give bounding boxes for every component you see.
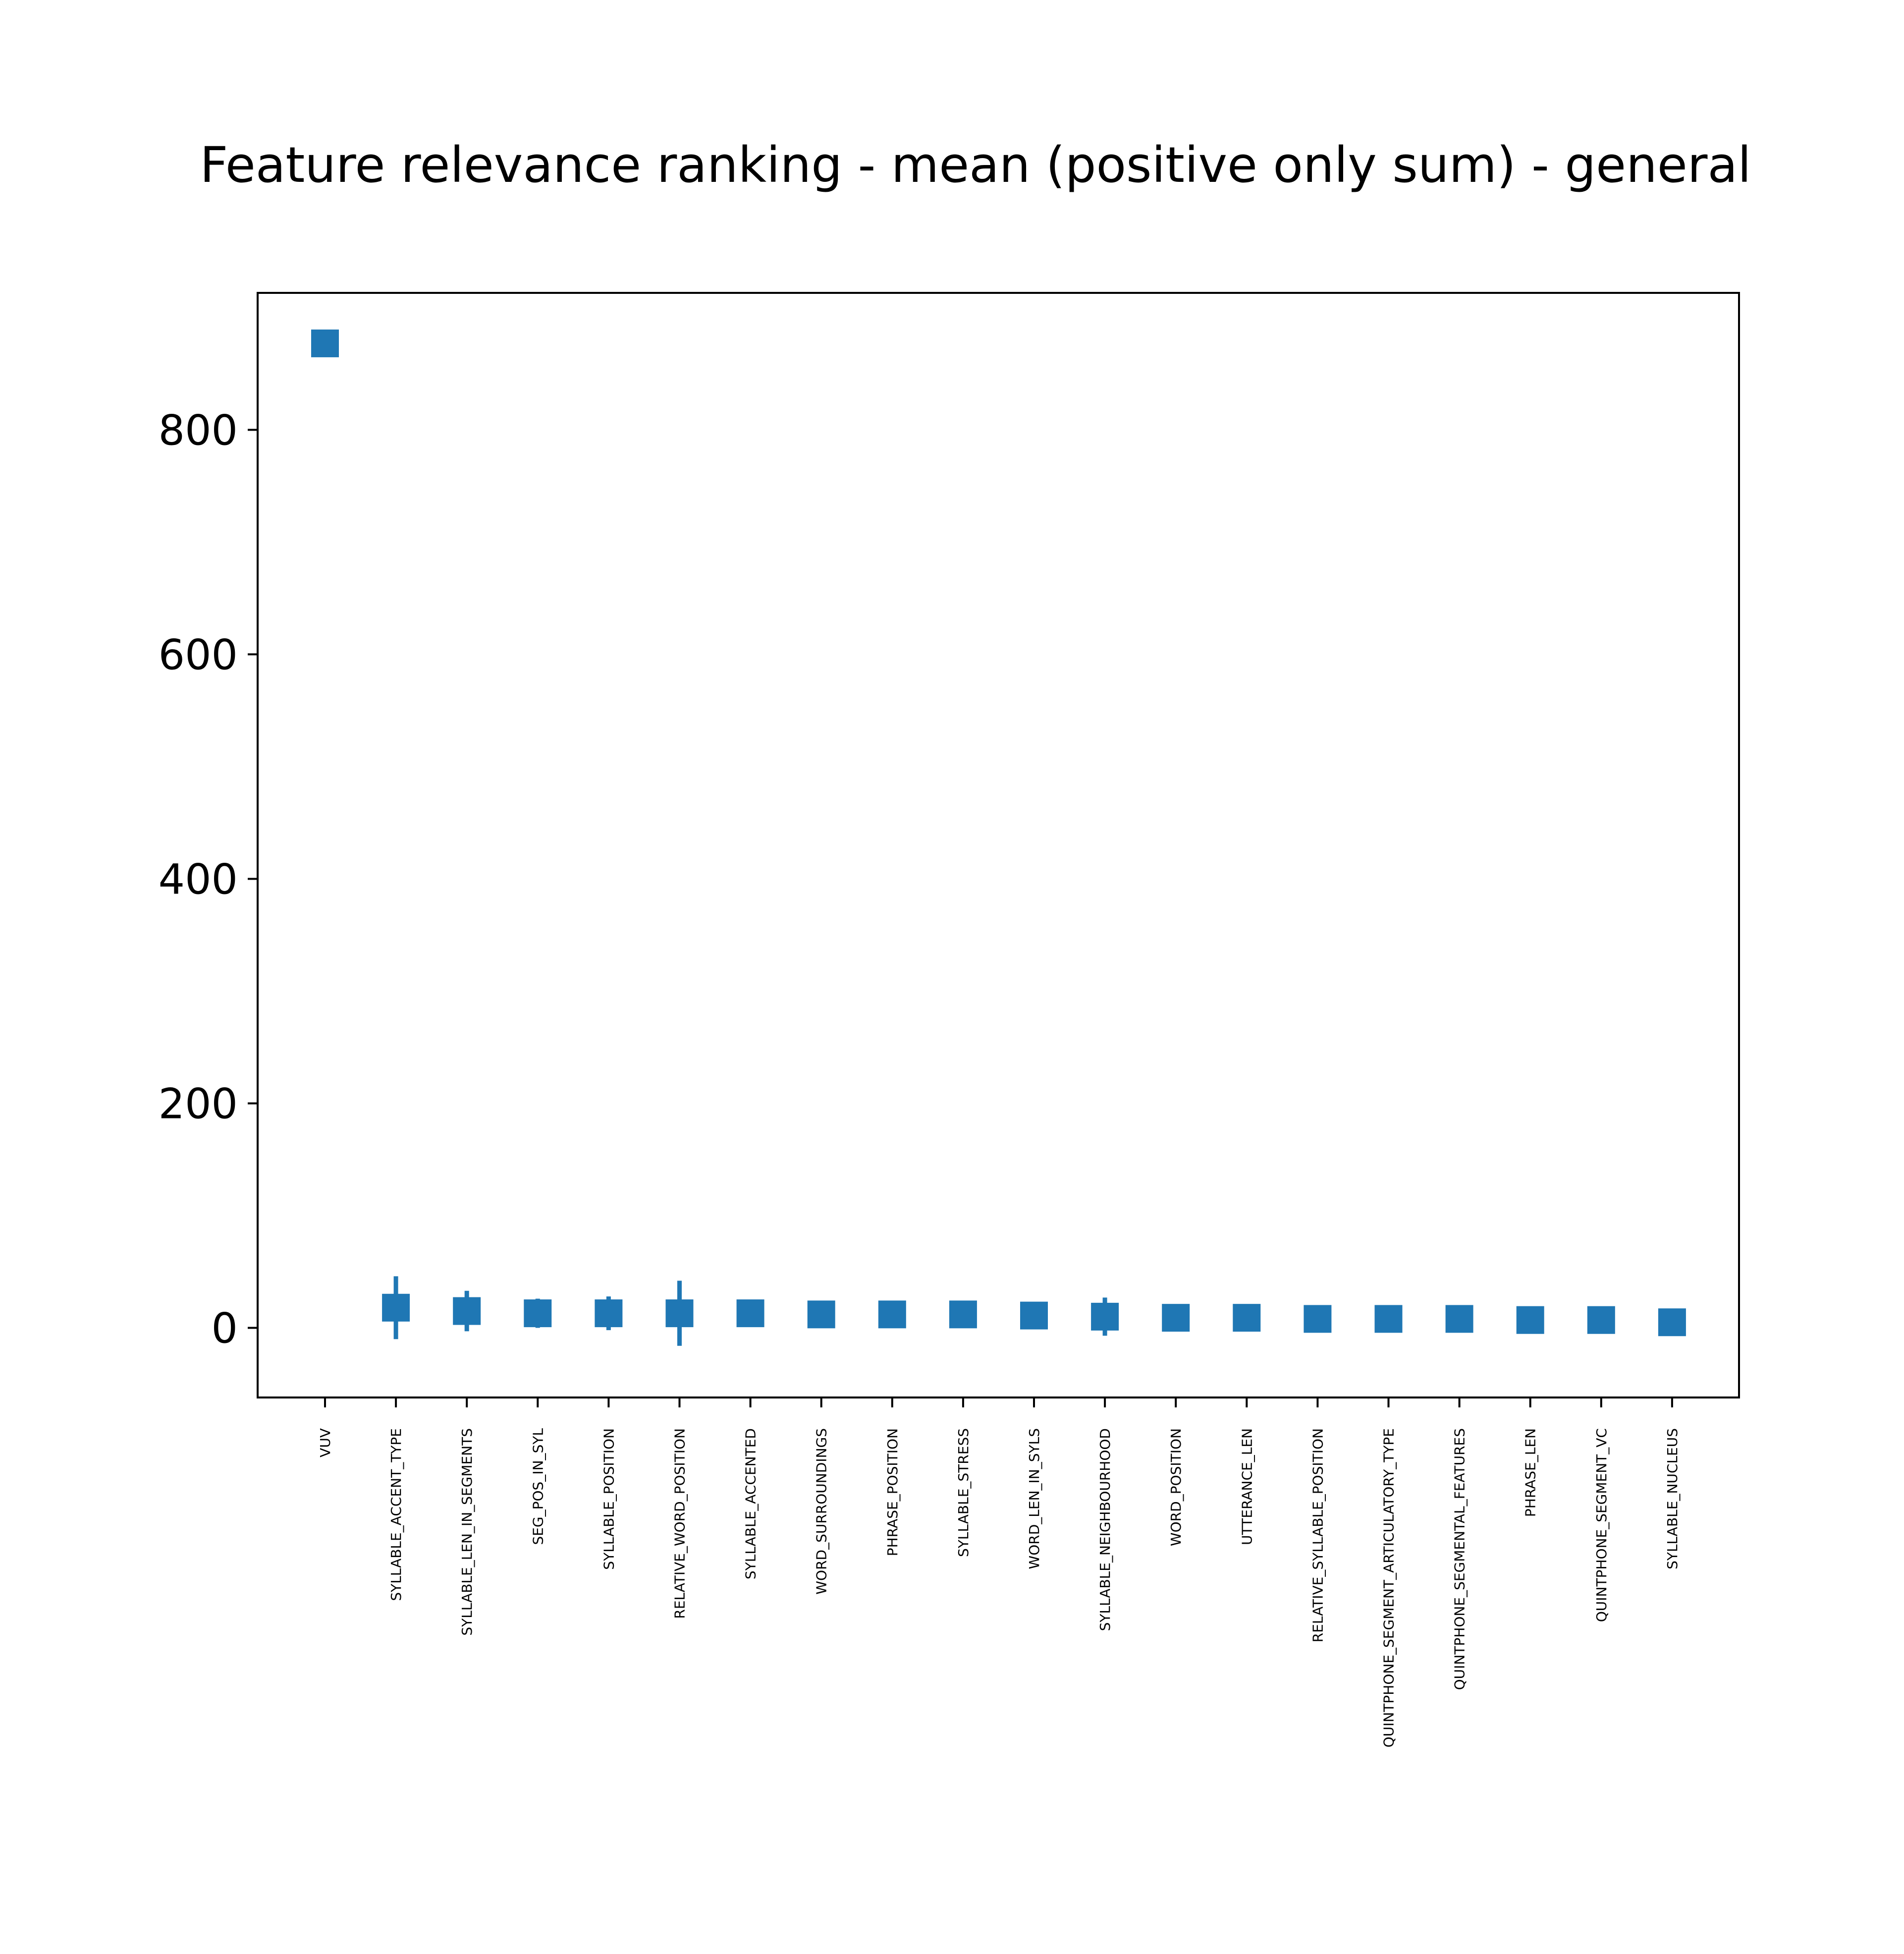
data-point — [524, 1299, 552, 1328]
xtick-label: WORD_SURROUNDINGS — [814, 1428, 830, 1595]
ytick-label: 400 — [159, 855, 238, 903]
xtick-label: SYLLABLE_ACCENT_TYPE — [388, 1428, 404, 1601]
data-point — [1233, 1304, 1261, 1332]
xtick-label: QUINTPHONE_SEGMENT_ARTICULATORY_TYPE — [1381, 1428, 1397, 1747]
xtick-label: SEG_POS_IN_SYL — [530, 1428, 546, 1545]
xtick-label: RELATIVE_SYLLABLE_POSITION — [1309, 1428, 1326, 1642]
data-point — [1658, 1308, 1686, 1337]
xtick-label: UTTERANCE_LEN — [1239, 1428, 1255, 1545]
xtick-label: PHRASE_LEN — [1523, 1428, 1539, 1517]
data-point — [1374, 1305, 1403, 1333]
xtick-label: SYLLABLE_POSITION — [600, 1428, 617, 1570]
data-point — [1020, 1301, 1048, 1330]
chart-title: Feature relevance ranking - mean (positi… — [200, 137, 1751, 194]
plot-area: 0 200 400 600 800 VUV SYLLABLE_ACCENT_TYPE SYLL… — [159, 292, 1740, 1747]
data-point — [1162, 1304, 1190, 1332]
xtick-label: PHRASE_POSITION — [884, 1428, 901, 1556]
ytick-label: 200 — [159, 1080, 238, 1128]
xtick-label: WORD_POSITION — [1168, 1428, 1184, 1546]
xtick-label: VUV — [317, 1428, 333, 1457]
data-point — [453, 1297, 481, 1325]
data-point — [665, 1299, 694, 1328]
xtick-label: SYLLABLE_NUCLEUS — [1664, 1428, 1681, 1569]
xtick-label: SYLLABLE_STRESS — [955, 1428, 972, 1557]
axes-frame — [257, 292, 1740, 1398]
data-point — [878, 1300, 906, 1329]
data-point — [311, 329, 339, 357]
xtick-label: RELATIVE_WORD_POSITION — [672, 1428, 688, 1619]
data-point — [595, 1299, 623, 1328]
data-point — [1516, 1306, 1544, 1334]
xtick-label: SYLLABLE_NEIGHBOURHOOD — [1097, 1428, 1113, 1631]
data-point — [1091, 1302, 1119, 1331]
ytick-label: 600 — [159, 630, 238, 679]
data-point — [382, 1293, 410, 1322]
xtick-label: QUINTPHONE_SEGMENTAL_FEATURES — [1452, 1428, 1468, 1690]
data-point — [1587, 1306, 1615, 1334]
data-point — [1304, 1305, 1332, 1333]
ytick-label: 800 — [159, 406, 238, 454]
data-point — [807, 1300, 835, 1329]
data-point — [1445, 1305, 1473, 1333]
data-point — [949, 1300, 977, 1329]
xtick-label: SYLLABLE_ACCENTED — [743, 1428, 759, 1579]
data-point — [736, 1299, 764, 1328]
xtick-label: QUINTPHONE_SEGMENT_VC — [1593, 1428, 1610, 1622]
ytick-label: 0 — [212, 1304, 238, 1353]
xtick-label: SYLLABLE_LEN_IN_SEGMENTS — [459, 1428, 475, 1636]
xtick-label: WORD_LEN_IN_SYLS — [1026, 1428, 1042, 1569]
